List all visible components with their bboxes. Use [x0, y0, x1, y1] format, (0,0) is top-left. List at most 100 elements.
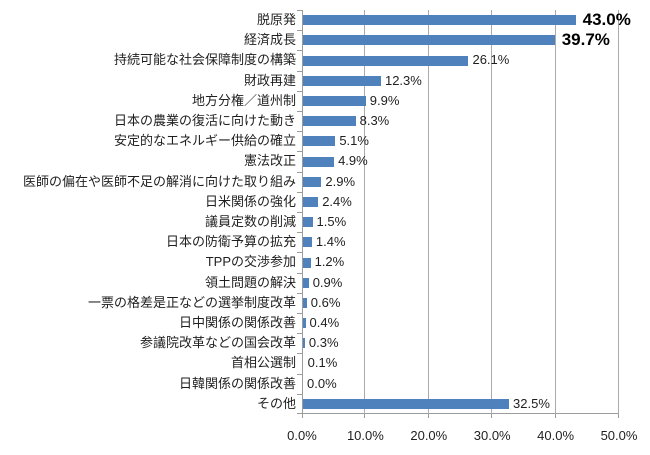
value-axis-line	[302, 413, 619, 414]
gridline	[364, 10, 366, 414]
bar	[303, 35, 555, 46]
category-axis-line	[302, 10, 303, 414]
category-label: 日米関係の強化	[204, 193, 296, 209]
category-label: 日本の防衛予算の拡充	[165, 234, 296, 250]
value-label: 2.9%	[325, 173, 356, 189]
x-axis-tick-label: 0.0%	[287, 428, 317, 443]
category-axis-tick	[297, 111, 302, 112]
value-label: 4.9%	[338, 153, 368, 169]
category-axis-tick	[297, 71, 302, 72]
category-axis-tick	[297, 30, 302, 31]
value-label: 0.0%	[307, 375, 337, 391]
bar	[303, 338, 305, 349]
category-axis-tick	[297, 50, 302, 51]
category-axis-tick	[297, 232, 302, 233]
x-axis-tick	[491, 414, 493, 418]
category-label: 日本の農業の復活に向けた動き	[113, 113, 296, 128]
bar	[303, 116, 356, 127]
category-axis-tick	[297, 413, 302, 414]
value-label: 9.9%	[369, 92, 400, 108]
category-axis-tick	[297, 374, 302, 375]
category-label: 財政再建	[243, 72, 296, 88]
bar	[303, 318, 306, 329]
bar	[303, 55, 469, 66]
x-axis-tick	[364, 414, 366, 418]
category-axis-tick	[297, 91, 302, 92]
category-axis-tick	[297, 192, 302, 193]
value-label: 43.0%	[582, 10, 631, 29]
bar	[303, 15, 576, 26]
category-label: 一票の格差是正などの選挙制度改革	[87, 294, 296, 310]
x-axis-tick	[427, 414, 429, 418]
category-label: 日韓関係の関係改善	[178, 375, 296, 391]
value-label: 26.1%	[472, 52, 510, 68]
category-label: 地方分権／道州制	[191, 92, 296, 108]
gridline	[427, 10, 429, 414]
category-label: 経済成長	[243, 32, 296, 48]
value-label: 0.6%	[310, 294, 341, 310]
category-label: 参議院改革などの国会改革	[139, 335, 296, 351]
category-axis-tick	[297, 10, 302, 11]
category-label: 安定的なエネルギー供給の確立	[113, 133, 296, 149]
category-label: 持続可能な社会保障制度の構築	[113, 52, 296, 68]
value-label: 5.1%	[339, 133, 369, 149]
bar	[303, 257, 311, 268]
x-axis-tick-label: 50.0%	[600, 428, 638, 443]
value-label: 0.9%	[312, 274, 343, 290]
value-label: 12.3%	[384, 72, 422, 88]
category-label: 日中関係の関係改善	[178, 315, 296, 330]
category-axis-tick	[297, 353, 302, 354]
plot-area: 43.0% 39.7% 26.1% 12.3% 9.9% 8.3% 5.1% 4.9% 2.9%…	[297, 10, 631, 418]
category-axis-tick	[297, 273, 302, 274]
category-label: 医師の偏在や医師不足の解消に向けた取り組み	[22, 173, 296, 189]
category-axis-tick	[297, 293, 302, 294]
x-axis-tick-label: 20.0%	[410, 428, 448, 443]
category-axis-tick	[297, 172, 302, 173]
x-axis-tick-label: 40.0%	[537, 428, 575, 443]
x-axis-tick	[302, 414, 303, 418]
value-label: 1.2%	[314, 254, 345, 270]
bar	[303, 277, 309, 288]
category-axis-tick	[297, 313, 302, 314]
value-label: 1.5%	[316, 214, 347, 229]
bar	[303, 217, 313, 228]
category-label: 議員定数の削減	[204, 214, 296, 229]
bar	[303, 237, 312, 248]
value-label: 8.3%	[359, 113, 390, 128]
x-axis-tick-label: 10.0%	[346, 428, 384, 443]
x-axis-tick-label: 30.0%	[473, 428, 511, 443]
bar	[303, 176, 322, 187]
value-label: 1.4%	[315, 234, 346, 250]
value-label: 32.5%	[513, 395, 550, 411]
category-label: 領土問題の解決	[204, 274, 296, 290]
category-axis-tick	[297, 131, 302, 132]
category-axis-tick	[297, 394, 302, 395]
category-axis-tick	[297, 252, 302, 253]
bar	[303, 136, 336, 147]
bar	[303, 196, 319, 207]
category-axis-tick	[297, 333, 302, 334]
category-label: TPPの交渉参加	[205, 254, 296, 270]
gridline	[618, 10, 619, 414]
category-label: 憲法改正	[243, 153, 296, 169]
category-axis-tick	[297, 151, 302, 152]
value-label: 0.4%	[309, 315, 340, 330]
gridline	[554, 10, 556, 414]
bar	[303, 95, 366, 106]
category-axis-tick	[297, 212, 302, 213]
gridline	[491, 10, 493, 414]
category-label: その他	[256, 395, 296, 411]
bar	[303, 75, 381, 86]
category-axis-labels: 脱原発経済成長持続可能な社会保障制度の構築財政再建地方分権／道州制日本の農業の復…	[0, 10, 296, 414]
category-label: 脱原発	[256, 12, 296, 27]
value-label: 2.4%	[322, 193, 352, 209]
value-label: 0.3%	[308, 335, 339, 351]
x-axis-tick	[618, 414, 619, 418]
value-label: 0.1%	[307, 355, 338, 371]
x-axis-labels: 0.0% 10.0% 20.0% 30.0% 40.0% 50.0%	[0, 428, 650, 446]
category-label: 首相公選制	[230, 355, 296, 371]
bar	[303, 398, 510, 409]
value-label: 39.7%	[561, 30, 610, 50]
bar	[303, 156, 335, 167]
